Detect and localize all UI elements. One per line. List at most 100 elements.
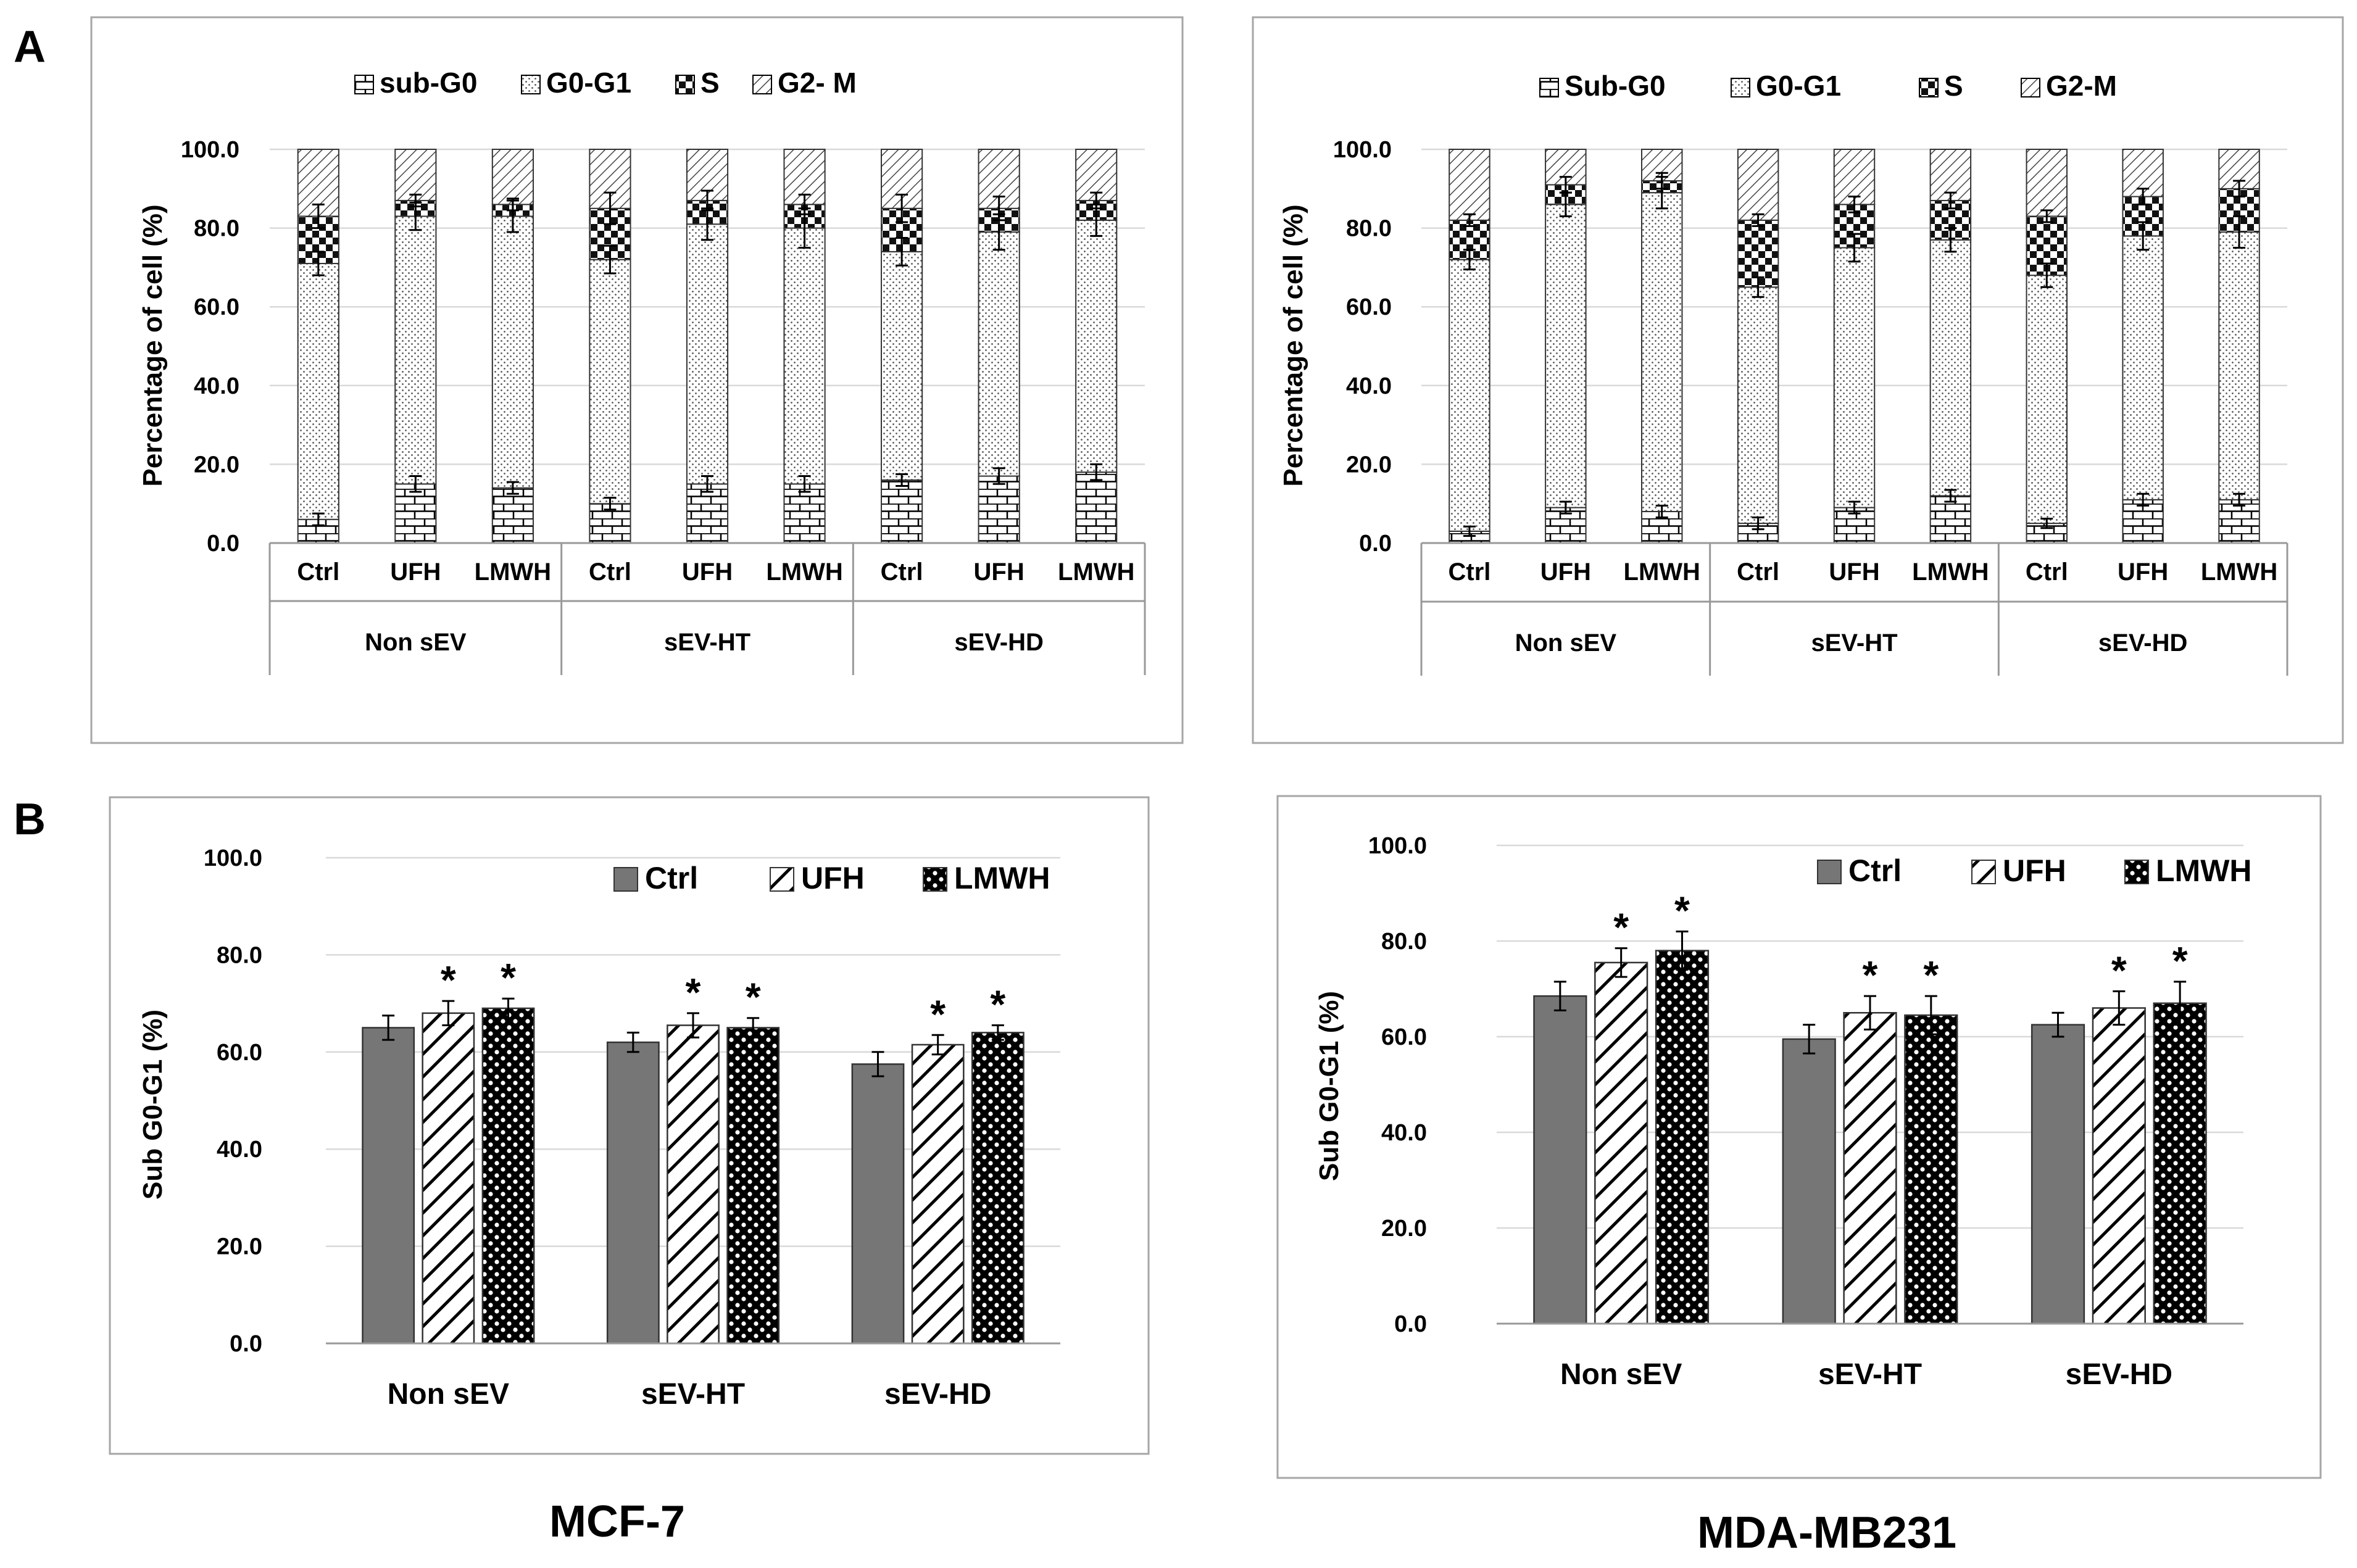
b-mda-significance-mark: * [1863,953,1878,997]
b-mda-legend-swatch [2124,860,2149,884]
a-mda-bar-segment-1 [2218,231,2260,500]
a-mcf7-ytick-label: 40.0 [194,373,239,399]
b-mcf7-ylabel: Sub G0-G1 (%) [138,1010,168,1200]
a-mda-bar-label: UFH [2118,558,2168,586]
chart-b-mda: 0.0 20.0 40.0 60.0 80.0 100.0 Sub G0-G1 (%) Ctr… [1276,795,2322,1479]
a-mcf7-legend-swatch [752,75,772,94]
a-mcf7-bar-segment-0 [978,475,1020,544]
a-mcf7-bar-segment-1 [978,231,1020,477]
b-mda-bar-lmwh [2153,1002,2207,1325]
a-mda-legend-label: G0-G1 [1756,70,1841,102]
b-mda-bar-lmwh [1655,950,1710,1325]
b-mda-significance-mark: * [1674,889,1690,933]
b-mcf7-significance-mark: * [686,970,701,1014]
b-mcf7-legend-swatch [923,867,947,892]
b-mcf7-significance-mark: * [501,955,516,1000]
a-mda-group-label: sEV-HT [1811,629,1897,657]
a-mcf7-ytick-label: 0.0 [207,531,239,557]
a-mcf7-bar-label: Ctrl [589,558,631,586]
a-mda-bar-segment-2 [1737,219,1779,288]
b-mda-bar-ufh [1843,1012,1897,1325]
a-mda-bar-label: Ctrl [1737,558,1779,586]
a-mcf7-bar-label: Ctrl [297,558,339,586]
a-mda-bar-segment-0 [2218,499,2260,544]
b-mcf7-legend-swatch [613,867,638,892]
a-mcf7-bar-segment-0 [1075,471,1118,544]
a-mcf7-bar-segment-1 [783,227,826,485]
a-mda-bar-segment-1 [1545,204,1587,508]
a-mcf7-bar-segment-1 [589,259,631,505]
a-mda-bar-segment-3 [1929,149,1972,201]
a-mda-legend-swatch [1539,78,1559,97]
b-mcf7-bar-ufh [422,1012,475,1345]
b-mda-legend-label: UFH [2003,853,2066,888]
b-mcf7-bar-ctrl [851,1063,905,1345]
a-mda-bar-segment-1 [1449,259,1490,532]
b-mda-significance-mark: * [2111,948,2127,992]
b-mda-ytick-label: 60.0 [1381,1024,1427,1050]
a-mda-group-label: Non sEV [1515,629,1617,657]
a-mcf7-legend-label: sub-G0 [380,67,477,99]
a-mda-bar-label: UFH [1540,558,1591,586]
a-mcf7-bar-segment-0 [491,487,534,544]
b-mda-bar-ufh [2092,1007,2146,1325]
b-mcf7-ytick-label: 80.0 [217,942,262,968]
a-mda-bar-segment-1 [1737,286,1779,525]
a-mcf7-legend-swatch [521,75,541,94]
b-mcf7-bar-ctrl [362,1027,415,1345]
a-mda-bar-segment-1 [2122,235,2164,500]
a-mda-bar-label: LMWH [1912,558,1989,586]
a-mcf7-ylabel: Percentage of cell (%) [138,204,168,486]
panel-label-a: A [14,22,46,72]
a-mcf7-legend-label: S [700,67,720,99]
a-mcf7-bar-label: UFH [974,558,1025,586]
a-mda-bar-segment-3 [1449,149,1490,221]
a-mcf7-bar-label: LMWH [475,558,551,586]
b-mcf7-bar-lmwh [481,1007,535,1345]
a-mcf7-bar-segment-0 [686,483,729,544]
b-mda-bar-ctrl [1533,995,1587,1325]
a-mcf7-group-label: Non sEV [365,629,467,656]
b-mda-bar-lmwh [1904,1014,1958,1325]
b-mda-bar-ctrl [1782,1038,1836,1325]
b-mda-significance-mark: * [1923,953,1939,997]
chart-a-mda: 0.0 20.0 40.0 60.0 80.0 100.0 Percentage of ce… [1252,16,2344,744]
a-mcf7-ytick-label: 20.0 [194,452,239,478]
b-mcf7-significance-mark: * [746,975,761,1019]
a-mda-bar-segment-3 [1737,149,1779,221]
a-mda-bar-segment-3 [1833,149,1876,205]
b-mcf7-ytick-label: 20.0 [217,1234,262,1260]
a-mcf7-ytick-label: 60.0 [194,294,239,320]
a-mcf7-bar-segment-1 [297,263,339,520]
a-mda-bar-segment-1 [1929,239,1972,497]
a-mda-bar-label: LMWH [1624,558,1700,586]
b-mda-ytick-label: 0.0 [1394,1311,1427,1337]
b-mda-category-label: sEV-HD [2066,1358,2172,1391]
a-mda-bar-segment-1 [1640,192,1683,512]
a-mda-legend-label: S [1944,70,1963,102]
a-mda-ytick-label: 0.0 [1359,531,1392,557]
a-mcf7-bar-label: UFH [682,558,733,586]
a-mda-legend-label: Sub-G0 [1565,70,1666,102]
chart-a-mcf7: 0.0 20.0 40.0 60.0 80.0 100.0 Percentage of ce… [90,16,1184,744]
b-mcf7-ytick-label: 0.0 [230,1331,262,1357]
b-mcf7-significance-mark: * [930,992,946,1036]
b-mcf7-legend-label: Ctrl [645,861,698,895]
b-mda-ylabel: Sub G0-G1 (%) [1314,991,1344,1181]
b-mcf7-significance-mark: * [441,958,456,1002]
a-mcf7-bar-label: Ctrl [881,558,923,586]
panel-label-b: B [14,795,46,844]
b-mcf7-category-label: Non sEV [388,1378,509,1411]
a-mda-bar-label: Ctrl [2026,558,2068,586]
a-mcf7-bar-label: LMWH [766,558,842,586]
b-mda-legend-label: LMWH [2156,853,2252,888]
b-mcf7-ytick-label: 100.0 [204,845,262,871]
a-mda-group-label: sEV-HD [2098,629,2188,657]
cell-line-right: MDA-MB231 [1697,1508,1956,1558]
b-mda-category-label: sEV-HT [1818,1358,1922,1391]
a-mcf7-group-label: sEV-HD [954,629,1044,656]
a-mcf7-bar-segment-1 [881,251,923,481]
b-mcf7-legend-label: LMWH [954,861,1050,895]
a-mcf7-bar-segment-1 [491,215,534,489]
